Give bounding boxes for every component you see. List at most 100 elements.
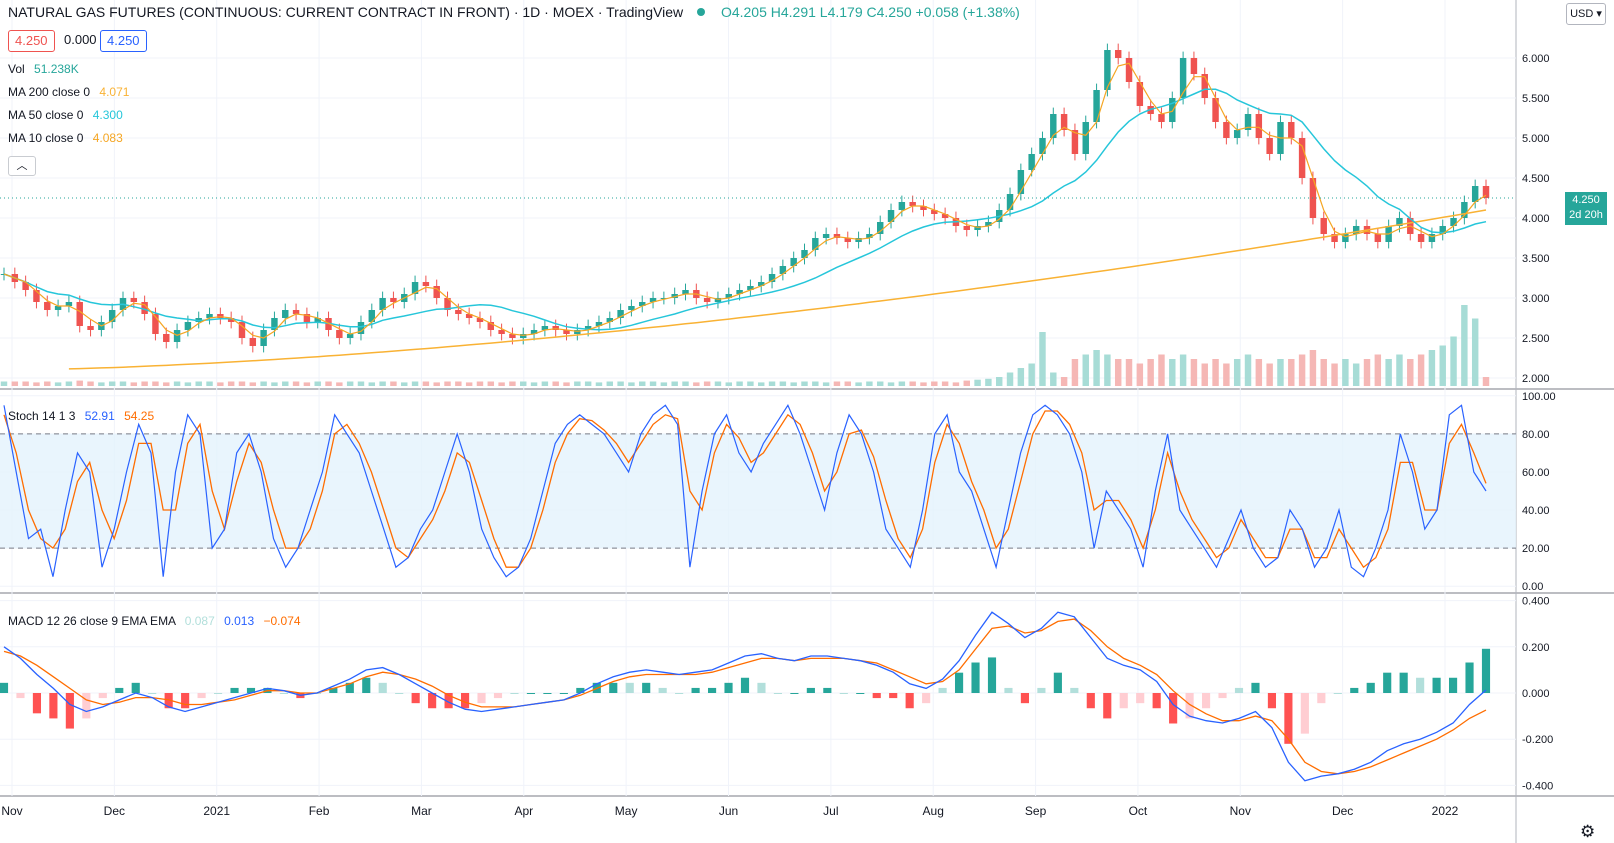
volume-bar <box>1342 359 1349 386</box>
macd-signal-line <box>3 618 1487 775</box>
legend-ma200[interactable]: MA 200 close 0 4.071 <box>8 85 129 99</box>
time-axis-tick-label: Oct <box>1129 804 1148 818</box>
volume-bar <box>1255 359 1263 386</box>
price-axis-tick-label: 100.00 <box>1522 391 1556 403</box>
volume-bar <box>1385 359 1392 386</box>
volume-bar <box>520 381 527 386</box>
volume-bar <box>1288 359 1295 386</box>
candle-body <box>1298 138 1306 178</box>
candle-body <box>768 274 776 282</box>
volume-bar <box>1450 336 1457 386</box>
candle-body <box>44 302 51 310</box>
candle-body <box>152 314 159 334</box>
candle-body <box>941 214 949 218</box>
volume-bar <box>952 382 960 386</box>
candle-body <box>1006 194 1014 210</box>
candle-body <box>606 318 614 322</box>
legend-ma10-value: 4.083 <box>92 131 123 145</box>
legend-ma10[interactable]: MA 10 close 0 4.083 <box>8 131 123 145</box>
candle-body <box>1450 218 1457 226</box>
macd-histogram-bar <box>922 693 931 704</box>
macd-title[interactable]: MACD 12 26 close 9 EMA EMA 0.087 0.013 −… <box>8 614 301 628</box>
volume-bar <box>173 381 181 386</box>
macd-histogram-bar <box>16 693 25 699</box>
volume-bar <box>909 381 916 386</box>
volume-bar <box>87 381 94 386</box>
macd-histogram-bar <box>1267 693 1277 709</box>
candle-body <box>931 210 938 214</box>
candle-body <box>747 286 754 290</box>
volume-bar <box>844 381 851 386</box>
candle-body <box>1093 90 1100 122</box>
macd-histogram-bar <box>856 693 865 694</box>
symbol-title[interactable]: NATURAL GAS FUTURES (CONTINUOUS: CURRENT… <box>8 4 684 20</box>
candle-body <box>833 234 841 238</box>
currency-select[interactable]: USD ▾ <box>1566 3 1606 25</box>
macd-histogram-bar <box>493 693 503 699</box>
candle-body <box>541 326 549 330</box>
candle-body <box>703 298 711 302</box>
volume-bar <box>444 381 451 386</box>
macd-histogram-bar <box>279 693 289 694</box>
volume-bar <box>682 381 689 386</box>
macd-histogram-bar <box>1201 693 1211 709</box>
volume-bar <box>163 382 170 386</box>
macd-histogram-bar <box>1399 672 1408 693</box>
candle-body <box>433 286 440 298</box>
buy-price-box[interactable]: 4.250 <box>100 30 147 52</box>
candle-body <box>552 326 559 330</box>
spread-value: 0.000 <box>64 32 97 47</box>
volume-bar <box>1158 354 1165 386</box>
macd-histogram-bar <box>642 682 651 693</box>
candle-body <box>1439 226 1446 234</box>
candle-body <box>54 306 62 310</box>
macd-histogram-bar <box>954 672 964 693</box>
candle-body <box>574 330 581 334</box>
macd-histogram-bar <box>0 682 9 693</box>
candle-body <box>617 310 624 318</box>
candle-body <box>812 238 819 250</box>
legend-ma50[interactable]: MA 50 close 0 4.300 <box>8 108 123 122</box>
macd-histogram-bar <box>675 693 684 694</box>
volume-bar <box>703 381 711 386</box>
stoch-k-value: 52.91 <box>84 409 115 423</box>
stoch-band-fill <box>0 433 1516 549</box>
volume-bar <box>314 381 321 386</box>
volume-bar <box>108 381 116 386</box>
macd-histogram-bar <box>526 693 536 694</box>
volume-bar <box>747 381 754 386</box>
candle-body <box>909 202 916 206</box>
candle-body <box>963 226 970 230</box>
candle-body <box>487 322 495 330</box>
macd-histogram-bar <box>1300 693 1309 734</box>
macd-histogram-bar <box>1465 662 1474 693</box>
volume-bar <box>1147 359 1154 386</box>
candle-body <box>357 322 365 334</box>
time-axis-tick-label: Aug <box>923 804 944 818</box>
volume-bar <box>693 382 700 386</box>
volume-bar <box>206 381 213 386</box>
candle-body <box>898 202 906 210</box>
volume-bar <box>1277 359 1284 386</box>
candle-body <box>920 206 927 210</box>
stoch-title[interactable]: Stoch 14 1 3 52.91 54.25 <box>8 409 154 423</box>
volume-bar <box>260 381 267 386</box>
macd-histogram-bar <box>395 693 404 694</box>
collapse-legend-button[interactable]: ︿ <box>8 156 36 176</box>
volume-bar <box>0 381 8 386</box>
macd-histogram-bar <box>98 693 107 699</box>
candle-body <box>1125 58 1133 82</box>
candle-body <box>779 266 787 274</box>
candle-body <box>520 334 527 338</box>
macd-histogram-bar <box>65 693 74 729</box>
sell-price-box[interactable]: 4.250 <box>8 30 55 52</box>
macd-histogram-bar <box>724 682 733 693</box>
volume-bar <box>758 382 765 386</box>
macd-histogram-bar <box>1234 687 1244 693</box>
candle-body <box>844 238 851 242</box>
gear-icon[interactable]: ⚙ <box>1580 822 1596 841</box>
volume-bar <box>1125 359 1133 386</box>
macd-histogram-bar <box>32 693 42 714</box>
legend-vol[interactable]: Vol 51.238K <box>8 62 79 76</box>
